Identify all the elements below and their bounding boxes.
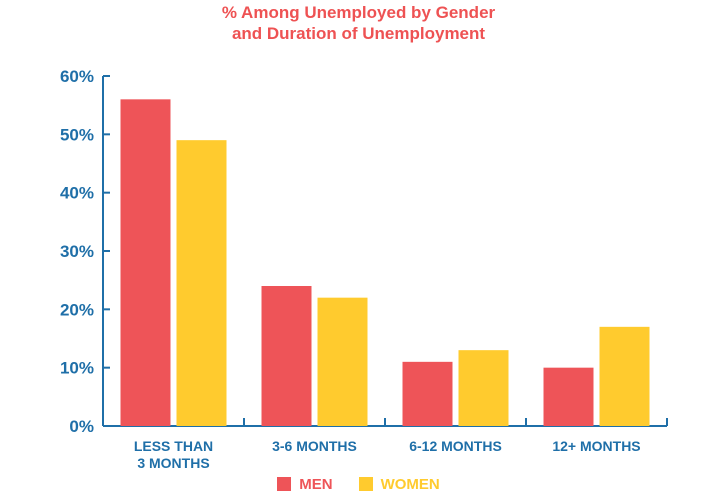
legend-item-men: MEN xyxy=(277,475,333,493)
legend-item-women: WOMEN xyxy=(358,475,440,493)
y-tick-label: 60% xyxy=(60,67,94,86)
bar-women xyxy=(176,140,227,426)
x-category-label: 3-6 MONTHS xyxy=(272,438,357,454)
bar-men xyxy=(402,361,453,426)
legend-label-women: WOMEN xyxy=(380,475,440,493)
bar-men xyxy=(543,367,594,426)
legend-swatch-women xyxy=(358,477,373,491)
bar-chart: LESS THAN 3 MONTHS 3-6 MONTHS 6-12 MONTHS 12… xyxy=(60,67,668,470)
bar-women xyxy=(458,350,509,426)
x-axis-labels: LESS THAN 3 MONTHS 3-6 MONTHS 6-12 MONTHS 12… xyxy=(134,438,641,470)
bar-women xyxy=(599,326,650,426)
y-tick-label: 20% xyxy=(60,300,94,319)
x-category-label: LESS THAN 3 MONTHS xyxy=(134,438,213,470)
y-tick-label: 40% xyxy=(60,184,94,203)
y-axis-labels: 0% 10% 20% 30% 40% 50% 60% xyxy=(60,67,94,436)
bar-men xyxy=(120,99,171,426)
legend-swatch-men xyxy=(277,477,292,491)
y-tick-label: 0% xyxy=(69,417,94,436)
y-tick-label: 30% xyxy=(60,242,94,261)
chart-title: % Among Unemployed by Gender and Duratio… xyxy=(0,2,717,44)
y-tick-label: 10% xyxy=(60,359,94,378)
bar-women xyxy=(317,297,368,426)
chart-bars xyxy=(120,99,650,426)
legend-label-men: MEN xyxy=(299,475,333,493)
x-category-label: 6-12 MONTHS xyxy=(409,438,502,454)
x-category-label: 12+ MONTHS xyxy=(552,438,640,454)
y-tick-label: 50% xyxy=(60,125,94,144)
chart-legend: MEN WOMEN xyxy=(0,474,717,494)
chart-title-line-1: % Among Unemployed by Gender xyxy=(221,3,496,22)
chart-title-line-2: and Duration of Unemployment xyxy=(231,24,486,43)
bar-men xyxy=(261,286,312,426)
